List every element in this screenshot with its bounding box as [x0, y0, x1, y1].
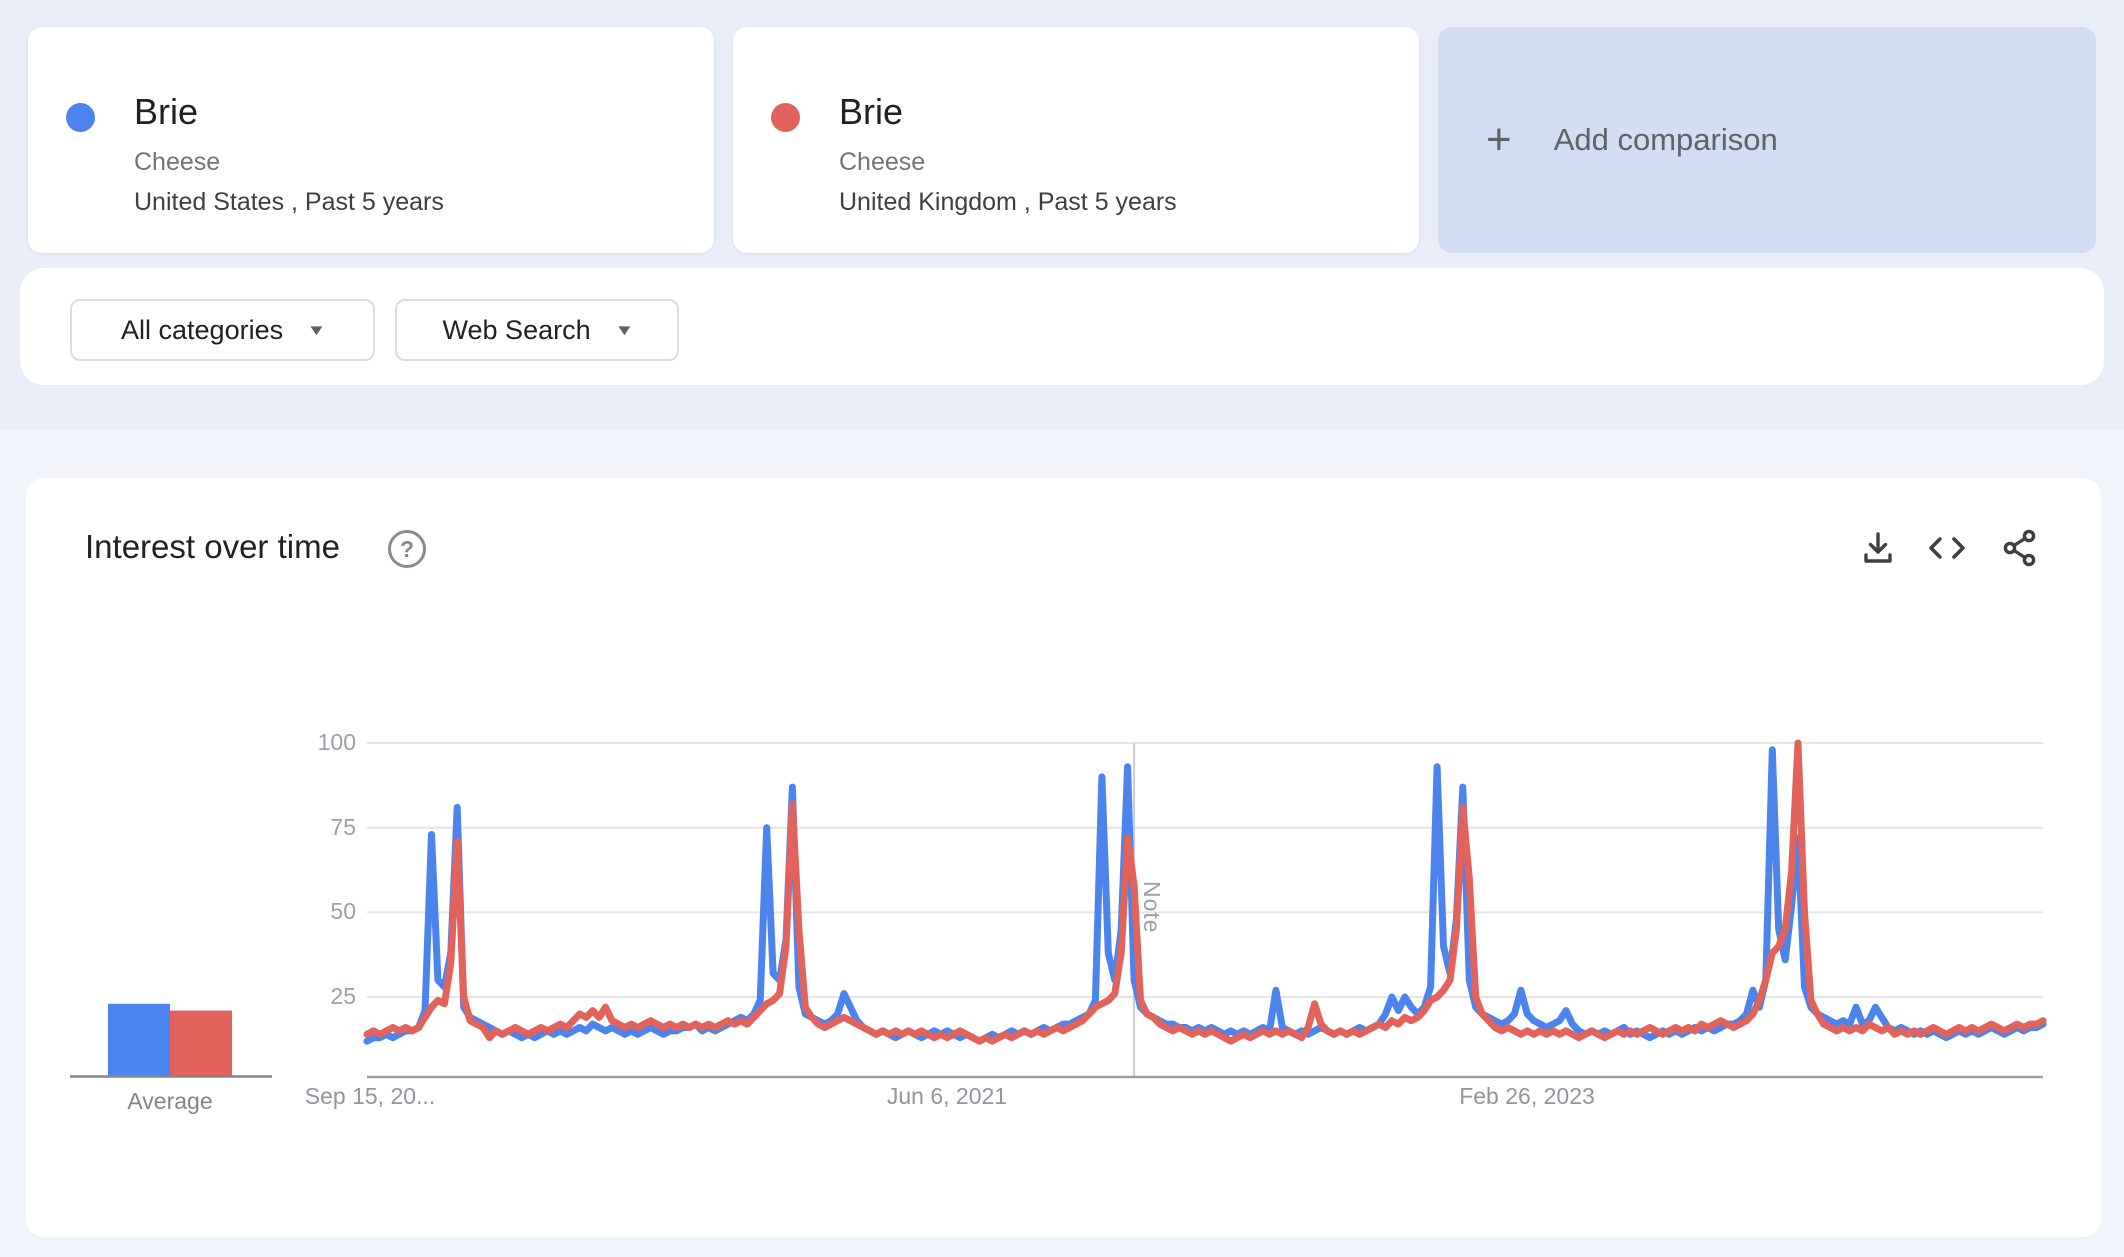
term-scope: United Kingdom , Past 5 years	[839, 188, 1177, 216]
note-annotation-label[interactable]: Note	[1139, 881, 1165, 934]
x-tick-date-1: Sep 15, 20...	[304, 1083, 436, 1109]
y-tick-25: 25	[330, 983, 356, 1009]
add-comparison-button[interactable]: + Add comparison	[1438, 27, 2096, 253]
term-scope: United States , Past 5 years	[134, 188, 444, 216]
plus-icon: +	[1486, 115, 1512, 164]
term-type: Cheese	[134, 148, 221, 176]
filter-bar: All categories ▼ Web Search ▼	[20, 268, 2104, 385]
search-type-dropdown[interactable]: Web Search ▼	[395, 299, 679, 361]
x-tick-date-2: Jun 6, 2021	[886, 1083, 1008, 1109]
category-dropdown[interactable]: All categories ▼	[70, 299, 375, 361]
download-button[interactable]	[1856, 526, 1900, 570]
average-label: Average	[127, 1088, 213, 1114]
search-type-dropdown-value: Web Search	[442, 314, 591, 345]
y-tick-75: 75	[330, 814, 356, 840]
share-button[interactable]	[1998, 526, 2042, 570]
term-card-us[interactable]: Brie Cheese United States , Past 5 years	[28, 27, 714, 253]
series-color-dot-us	[66, 103, 95, 132]
chevron-down-icon: ▼	[306, 321, 327, 339]
interest-over-time-card: Interest over time ? 100 75 50 25 Sep	[26, 478, 2101, 1237]
x-tick-date-3: Feb 26, 2023	[1459, 1083, 1595, 1109]
chart-title: Interest over time	[85, 528, 340, 565]
term-card-uk[interactable]: Brie Cheese United Kingdom , Past 5 year…	[733, 27, 1419, 253]
trend-chart[interactable]	[26, 478, 2101, 1237]
category-dropdown-value: All categories	[121, 314, 284, 345]
term-title: Brie	[134, 91, 199, 132]
download-icon	[1864, 532, 1892, 563]
share-icon	[2003, 529, 2036, 567]
chevron-down-icon: ▼	[614, 321, 635, 339]
help-icon[interactable]: ?	[388, 530, 426, 568]
term-title: Brie	[839, 91, 904, 132]
average-bar-us[interactable]	[108, 1003, 170, 1077]
average-bar-uk[interactable]	[170, 1010, 232, 1077]
add-comparison-label: Add comparison	[1553, 122, 1778, 157]
y-tick-50: 50	[330, 898, 356, 924]
y-tick-100: 100	[317, 729, 356, 755]
series-color-dot-uk	[771, 103, 800, 132]
series-line-uk[interactable]	[363, 739, 2047, 1045]
embed-button[interactable]	[1925, 526, 1969, 570]
term-type: Cheese	[839, 148, 926, 176]
code-brackets-icon	[1929, 537, 1965, 559]
